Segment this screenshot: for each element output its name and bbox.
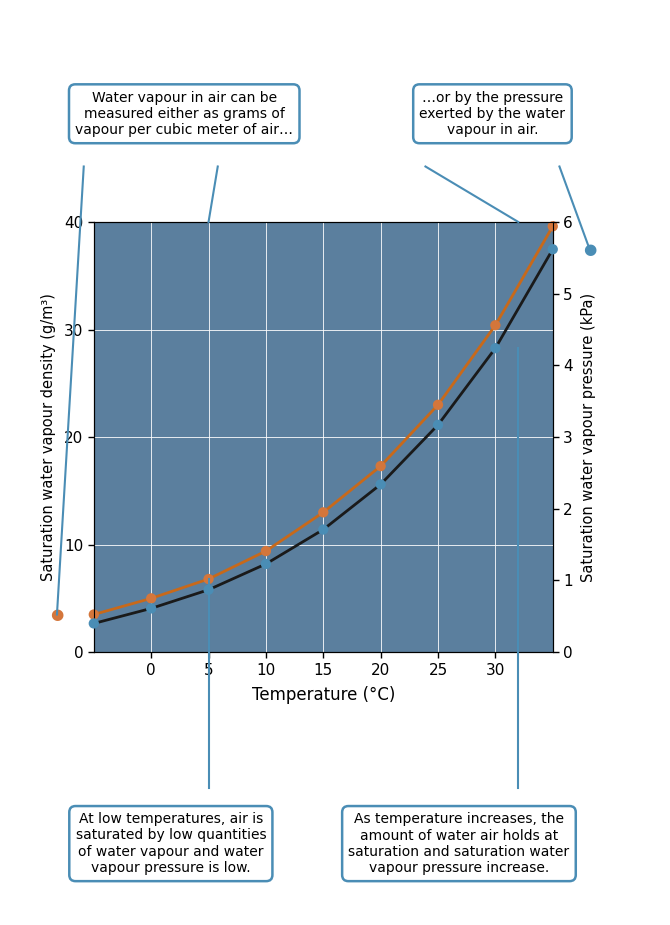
Point — [318, 505, 329, 520]
Point — [547, 219, 558, 234]
Point — [88, 616, 99, 631]
Text: As temperature increases, the
amount of water air holds at
saturation and satura: As temperature increases, the amount of … — [348, 812, 570, 875]
Point — [490, 340, 500, 355]
Y-axis label: Saturation water vapour pressure (kPa): Saturation water vapour pressure (kPa) — [582, 292, 596, 582]
Point — [261, 557, 271, 572]
Point — [203, 583, 214, 598]
Point — [146, 591, 157, 606]
Text: At low temperatures, air is
saturated by low quantities
of water vapour and wate: At low temperatures, air is saturated by… — [76, 812, 266, 875]
Point — [547, 241, 558, 256]
Point — [203, 572, 214, 586]
Text: …or by the pressure
exerted by the water
vapour in air.: …or by the pressure exerted by the water… — [419, 91, 565, 137]
Text: ●: ● — [50, 607, 64, 622]
Point — [490, 318, 500, 333]
Point — [318, 522, 329, 536]
Point — [433, 417, 444, 432]
Text: Water vapour in air can be
measured either as grams of
vapour per cubic meter of: Water vapour in air can be measured eith… — [75, 91, 293, 137]
Y-axis label: Saturation water vapour density (g/m³): Saturation water vapour density (g/m³) — [41, 293, 56, 581]
Point — [375, 477, 386, 492]
Point — [146, 601, 157, 616]
X-axis label: Temperature (°C): Temperature (°C) — [252, 685, 395, 704]
Point — [433, 398, 444, 413]
Point — [88, 607, 99, 622]
Point — [375, 459, 386, 474]
Point — [261, 544, 271, 559]
Text: ●: ● — [583, 241, 596, 257]
